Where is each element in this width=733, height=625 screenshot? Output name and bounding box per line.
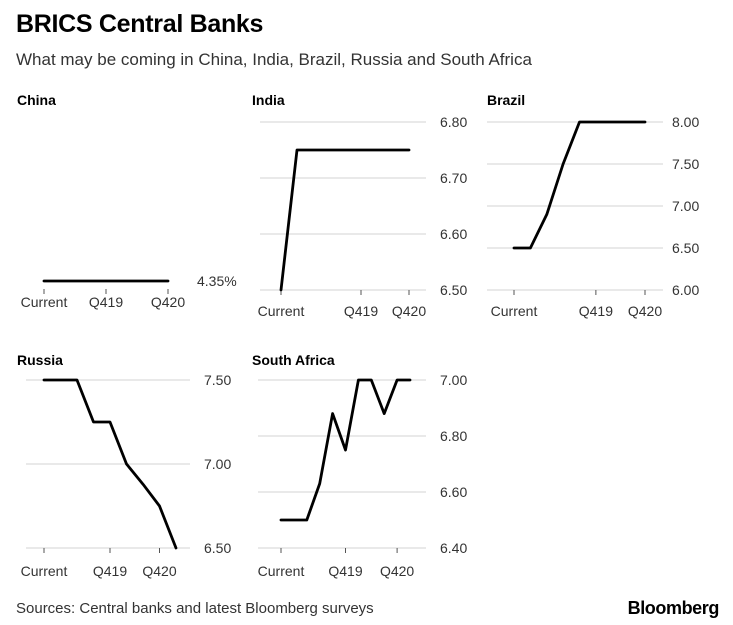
south-africa-panel-title: South Africa	[252, 352, 335, 368]
south-africa-y-tick-label: 6.80	[440, 428, 467, 444]
south-africa-y-tick-label: 6.40	[440, 540, 467, 556]
india-x-tick-label: Current	[258, 303, 305, 319]
russia-y-tick-label: 7.00	[204, 456, 231, 472]
india-y-tick-label: 6.80	[440, 114, 467, 130]
india-y-tick-label: 6.70	[440, 170, 467, 186]
brazil-y-tick-label: 6.00	[672, 282, 699, 298]
brazil-panel: Brazil 8.00 7.50 7.00 6.50 6.00 Current Q419 Q42…	[487, 92, 699, 319]
russia-x-tick-label: Current	[21, 563, 68, 579]
russia-x-tick-label: Q420	[142, 563, 176, 579]
china-value-label: 4.35%	[197, 273, 237, 289]
brazil-y-tick-label: 7.00	[672, 198, 699, 214]
south-africa-series-line	[279, 378, 412, 522]
india-panel: India 6.80 6.70 6.60 6.50 Current Q419 Q420	[252, 92, 467, 319]
russia-y-tick-label: 6.50	[204, 540, 231, 556]
russia-y-tick-label: 7.50	[204, 372, 231, 388]
india-y-tick-label: 6.60	[440, 226, 467, 242]
brazil-panel-title: Brazil	[487, 92, 525, 108]
brazil-x-tick-label: Q419	[579, 303, 613, 319]
south-africa-panel: South Africa 7.00 6.80 6.60 6.40 Current Q419 Q…	[252, 352, 467, 579]
india-series-line	[279, 148, 411, 292]
china-panel: China Current Q419 Q420 4.35%	[17, 92, 237, 310]
south-africa-x-tick-label: Q420	[380, 563, 414, 579]
source-note: Sources: Central banks and latest Bloomb…	[16, 600, 374, 617]
south-africa-x-tick-label: Current	[258, 563, 305, 579]
bloomberg-logo: Bloomberg	[627, 598, 720, 618]
brazil-x-tick-label: Q420	[628, 303, 662, 319]
india-panel-title: India	[252, 92, 285, 108]
russia-x-tick-label: Q419	[93, 563, 127, 579]
russia-series-line	[42, 378, 178, 550]
russia-panel: Russia 7.50 7.00 6.50 Current Q419 Q420	[17, 352, 231, 579]
china-x-tick-label: Q419	[89, 294, 123, 310]
india-x-tick-label: Q420	[392, 303, 426, 319]
brazil-x-tick-label: Current	[491, 303, 538, 319]
brazil-series-line	[512, 120, 647, 250]
india-x-tick-label: Q419	[344, 303, 378, 319]
chart-title: BRICS Central Banks	[16, 10, 264, 38]
china-x-tick-label: Current	[21, 294, 68, 310]
south-africa-y-tick-label: 7.00	[440, 372, 467, 388]
china-panel-title: China	[17, 92, 56, 108]
south-africa-x-tick-label: Q419	[328, 563, 362, 579]
russia-panel-title: Russia	[17, 352, 63, 368]
india-y-tick-label: 6.50	[440, 282, 467, 298]
south-africa-y-tick-label: 6.60	[440, 484, 467, 500]
brazil-y-tick-label: 7.50	[672, 156, 699, 172]
brazil-y-tick-label: 8.00	[672, 114, 699, 130]
chart-subtitle: What may be coming in China, India, Braz…	[16, 50, 532, 69]
china-x-tick-label: Q420	[151, 294, 185, 310]
brazil-y-tick-label: 6.50	[672, 240, 699, 256]
